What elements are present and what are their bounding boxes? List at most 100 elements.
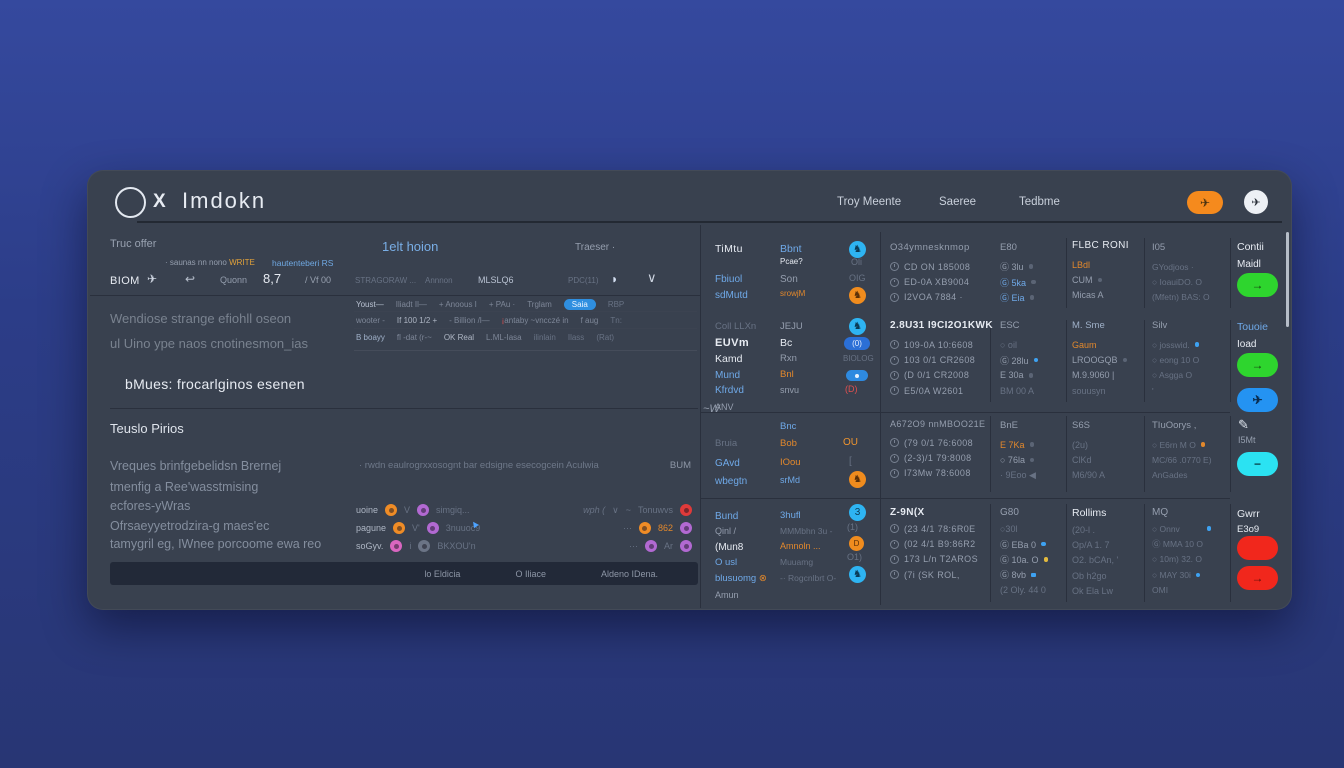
row-label[interactable]: Bund	[715, 511, 739, 522]
status-item: M6/90 A	[1072, 470, 1106, 481]
count-pill[interactable]: (0)	[844, 337, 870, 350]
chevron-down-icon[interactable]: ∨	[647, 270, 657, 285]
dot-icon	[1194, 342, 1200, 347]
go-button[interactable]: →	[1237, 353, 1278, 377]
badge-row[interactable]: uoine V simgiq... wph ( ∨ ~ Tonuwvs	[356, 503, 692, 517]
status-badge-orange[interactable]: ♞	[849, 287, 866, 304]
edit-document-icon[interactable]: ✎	[1238, 417, 1249, 432]
stop-go-button[interactable]: →	[1237, 566, 1278, 590]
send-button[interactable]: ✈	[1237, 388, 1278, 412]
telhoion-link[interactable]: 1elt hoion	[382, 239, 439, 254]
app-logo-icon[interactable]	[115, 187, 146, 218]
toolbar-item-4[interactable]: PDC(11)	[568, 276, 599, 285]
list-item[interactable]: (23 4/1 78:6R0E	[890, 521, 995, 536]
row-label[interactable]: O usl	[715, 557, 738, 568]
list-item[interactable]: (7i (SK ROL,	[890, 567, 995, 582]
list-item[interactable]: (2-3)/1 79:8008	[890, 450, 995, 465]
row-label[interactable]: Fbiuol	[715, 274, 743, 285]
row-label[interactable]: Kfrdvd	[715, 385, 744, 396]
list-item[interactable]: (D 0/1 CR2008	[890, 368, 995, 383]
tracer-dropdown[interactable]: Traeser ·	[575, 242, 616, 253]
row-label: Bruia	[715, 438, 738, 449]
row-value: srowjM	[780, 289, 806, 298]
meta-link[interactable]: hautenteberi RS	[272, 258, 334, 268]
status-item: E 30a	[1000, 368, 1038, 383]
footer-item[interactable]: Aldeno IDena.	[600, 568, 658, 579]
list-item[interactable]: 109-0A 10:6608	[890, 337, 995, 352]
status-item: (Mfetn) BAS: O	[1152, 292, 1210, 303]
primary-action-button[interactable]: ✈	[1187, 191, 1223, 214]
list-item[interactable]: CD ON 185008	[890, 259, 995, 274]
row-label[interactable]: GAvd	[715, 458, 740, 469]
clock-icon	[890, 539, 899, 549]
row-value[interactable]: Bbnt	[780, 243, 802, 255]
list-item[interactable]: 103 0/1 CR2608	[890, 352, 995, 367]
action-subtitle: Ioad	[1237, 339, 1257, 350]
list-item[interactable]: I73Mw 78:6008	[890, 466, 995, 481]
info-line: Ofrsaeyyetrodzira-g maes'ec	[110, 519, 270, 533]
list-item[interactable]: (02 4/1 B9:86R2	[890, 536, 995, 551]
footer-item[interactable]: lo Eldicia	[424, 568, 461, 579]
column-header: TIuOorys ,	[1152, 420, 1197, 431]
status-column: E80 Ⓖ 3lu Ⓖ 5ka Ⓖ Eia	[1000, 242, 1036, 305]
status-column: I05 GYodjoos · ○ IoauiDO. O (Mfetn) BAS:…	[1152, 242, 1210, 305]
action-title[interactable]: Touoie	[1237, 321, 1268, 333]
status-badge-blue[interactable]: ♞	[849, 318, 866, 335]
alert-mark: ¡	[501, 316, 505, 325]
column-divider	[1144, 504, 1145, 602]
list-item[interactable]: (79 0/1 76:6008	[890, 435, 995, 450]
status-badge-blue[interactable]: 3	[849, 504, 866, 521]
cancel-icon[interactable]: ⊗	[758, 573, 767, 584]
list-header: Z-9N(X	[890, 507, 925, 518]
toolbar-item-3[interactable]: MLSLQ6	[478, 275, 514, 285]
d-play-icon[interactable]: ◗	[611, 272, 619, 286]
section-heading: bMues: frocarlginos esenen	[125, 376, 305, 392]
table-row[interactable]: B boayy fl -dat (r-~ OK Real L.ML-Iasa i…	[356, 333, 615, 342]
dot-icon	[1097, 277, 1102, 283]
list-item[interactable]: ED-0A XB9004	[890, 274, 995, 289]
row-label[interactable]: sdMutd	[715, 290, 748, 301]
status-item: E 7Ka	[1000, 437, 1036, 452]
quonn-label[interactable]: Quonn	[220, 275, 248, 285]
undo-icon[interactable]: ↩	[185, 272, 196, 286]
status-item: Gaum	[1072, 339, 1097, 350]
saia-pill[interactable]: Saia	[563, 299, 596, 310]
search-input[interactable]: · rwdn eaulrogrxxosognt bar edsigne esec…	[359, 460, 691, 471]
column-divider	[1144, 238, 1145, 308]
badge-row[interactable]: soGyv. i BKXOU'n ··· Ar	[356, 539, 692, 553]
plane-icon: ✈	[1199, 195, 1211, 210]
divider	[354, 328, 697, 329]
nav-item-3[interactable]: Tedbme	[1019, 196, 1060, 208]
badge-row[interactable]: pagune V' 3nuuoc9 ··· 862	[356, 521, 692, 535]
list-item[interactable]: E5/0A W2601	[890, 383, 995, 398]
status-item: · 9Eoo ◀	[1000, 469, 1036, 480]
nav-item-2[interactable]: Saeree	[939, 196, 977, 208]
row-label[interactable]: Mund	[715, 370, 741, 381]
profile-button[interactable]: ✈	[1244, 190, 1268, 214]
table-row[interactable]: Youst— Iliadt Il— + Anoous I + PAu · Trg…	[356, 299, 625, 310]
stop-button[interactable]	[1237, 536, 1278, 560]
status-badge-blue[interactable]: ♞	[849, 241, 866, 258]
nav-item-1[interactable]: Troy Meente	[837, 196, 902, 208]
go-button[interactable]: →	[1237, 273, 1278, 297]
status-badge-orange[interactable]: D	[849, 536, 864, 551]
status-badge-blue[interactable]: ♞	[849, 566, 866, 583]
status-column: ESC ○ oil Ⓖ 28lu E 30a BM 00 A	[1000, 320, 1039, 399]
mini-pill[interactable]	[846, 370, 868, 381]
list-item[interactable]: 173 L/n T2AROS	[890, 552, 995, 567]
row-label[interactable]: blusuomg ⊗	[715, 573, 767, 584]
chevron-down-icon[interactable]: ∨	[612, 504, 619, 515]
list-item[interactable]: I2VOA 7884 ·	[890, 290, 995, 305]
minimize-button[interactable]: −	[1237, 452, 1278, 476]
table-row[interactable]: wooter - If 100 1/2 + - Billion /l— ¡ant…	[356, 316, 622, 325]
status-badge-orange[interactable]: ♞	[849, 471, 866, 488]
toolbar-item-2[interactable]: Annnon	[425, 276, 453, 285]
row-label[interactable]: wbegtn	[715, 476, 748, 487]
scrollbar[interactable]	[1286, 232, 1289, 327]
toolbar-item-1[interactable]: STRAGORAW ...	[355, 276, 417, 285]
arrow-right-icon: →	[1251, 278, 1264, 292]
plane-edit-icon[interactable]: ✈	[147, 272, 158, 286]
close-icon[interactable]: X	[153, 191, 166, 212]
clock-icon	[890, 438, 899, 448]
footer-item[interactable]: O Iliace	[515, 568, 546, 579]
